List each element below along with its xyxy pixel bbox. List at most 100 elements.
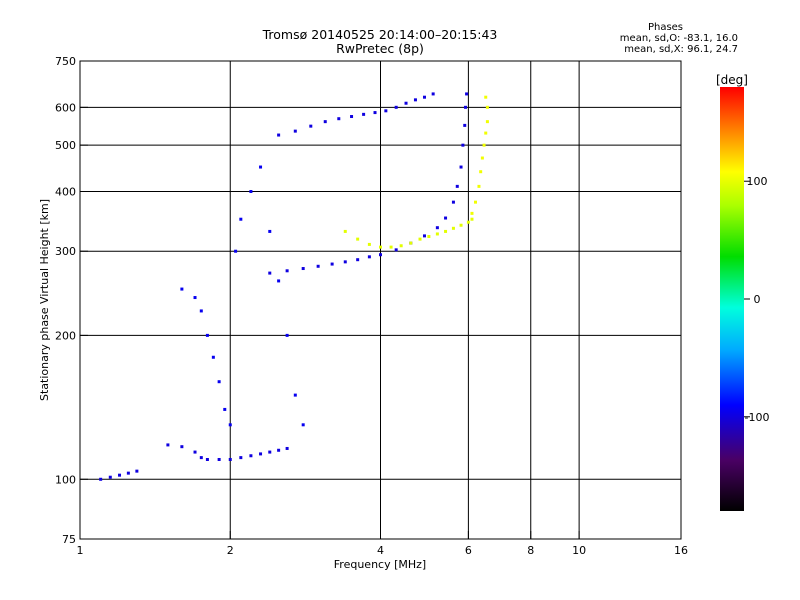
data-point [479,170,483,174]
y-tick-label: 400 [55,185,76,198]
data-point [205,457,209,461]
data-point [461,143,465,147]
data-point [199,456,203,460]
data-point [285,446,289,450]
chart-subtitle: RwPretec (8p) [336,41,424,56]
data-point [293,393,297,397]
colorbar-unit-label: [deg] [716,73,748,87]
data-point [337,117,341,121]
colorbar-tick-label: -100 [745,411,770,424]
data-point [485,120,489,124]
data-point [343,260,347,264]
data-point [384,109,388,113]
data-point [422,234,426,238]
x-tick-label: 6 [465,544,472,557]
data-point [356,237,360,241]
data-point [459,223,463,227]
data-point [228,457,232,461]
data-point [379,245,382,249]
data-point [470,217,474,221]
data-point [239,456,243,460]
data-point [268,271,272,275]
data-point [389,245,393,249]
data-point [470,211,474,215]
data-point [350,115,354,119]
data-point [451,200,455,204]
x-tick-label: 2 [227,544,234,557]
data-point [356,258,360,262]
data-point [362,112,366,116]
data-point [217,457,221,461]
y-tick-label: 300 [55,245,76,258]
data-point [268,229,272,233]
data-point [394,105,398,109]
phase-stats-title: Phases [647,22,684,33]
data-point [180,445,184,449]
y-axis-label: Stationary phase Virtual Height [km] [38,199,51,401]
data-point [473,200,477,204]
data-point [463,123,467,127]
phase-stats-o: mean, sd,O: -83.1, 16.0 [619,33,738,44]
data-point [444,216,448,220]
colorbar-tick-label: 100 [747,175,768,188]
x-tick-label: 8 [527,544,534,557]
colorbar-tick-label: 0 [754,293,761,306]
data-point [409,241,413,245]
data-point [343,229,347,233]
data-point [367,255,371,259]
x-tick-label: 1 [77,544,84,557]
data-point [373,111,377,115]
data-point [301,267,305,271]
y-tick-label: 500 [55,139,76,152]
data-point [249,189,253,193]
data-point [480,156,484,160]
data-point [199,309,203,313]
data-point [484,95,488,99]
y-tick-label: 750 [55,55,76,68]
colorbar [720,87,744,511]
colorbar-ticks: 100 0 -100 [744,175,769,424]
data-point [205,333,209,337]
data-point [399,244,403,248]
data-point [118,473,122,477]
data-point [180,287,184,291]
data-point [435,232,439,236]
data-points [99,92,489,481]
data-point [466,220,470,224]
data-point [249,454,253,458]
data-point [239,217,243,221]
x-tick-label: 16 [674,544,688,557]
data-point [413,98,417,102]
data-point [444,229,448,233]
data-point [268,450,272,454]
data-point [293,129,297,133]
data-point [418,237,422,241]
data-point [367,242,371,246]
data-point [431,92,435,96]
data-point [285,333,289,337]
data-point [482,143,486,147]
data-point [126,471,130,475]
data-point [435,226,439,230]
data-point [259,165,263,169]
x-tick-label: 4 [377,544,384,557]
data-point [108,475,112,479]
data-point [135,469,139,473]
data-point [166,443,170,447]
y-tick-label: 100 [55,473,76,486]
axes: 1 2 4 6 8 10 16 75 100 200 300 400 500 600 750 [55,55,688,557]
data-point [463,105,467,109]
phase-stats: Phases mean, sd,O: -83.1, 16.0 mean, sd,… [593,22,738,55]
data-point [277,133,281,137]
data-point [193,450,197,454]
data-point [285,269,289,273]
data-point [451,226,455,230]
data-point [323,120,327,124]
data-point [459,165,463,169]
data-point [211,355,215,359]
chart-title: Tromsø 20140525 20:14:00–20:15:43 [262,27,498,42]
data-point [277,279,281,283]
data-point [193,296,197,300]
data-point [455,184,459,188]
